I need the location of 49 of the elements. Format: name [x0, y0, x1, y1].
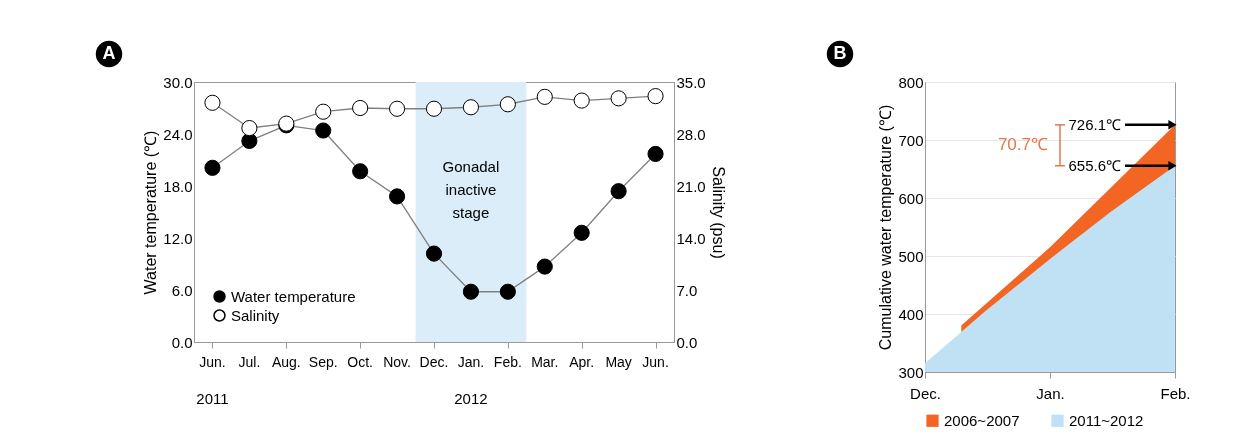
- y-tick-label: 500: [898, 247, 924, 265]
- x-tick-label: Nov.: [383, 354, 411, 370]
- y-tick-label: 12.0: [163, 229, 193, 247]
- x-tick-label: Jun.: [199, 354, 226, 370]
- annotation: 655.6℃: [1068, 156, 1121, 174]
- y-axis-title: Water temperature (℃): [142, 130, 160, 295]
- y2-tick-label: 28.0: [676, 125, 706, 143]
- y-tick-label: 0.0: [171, 333, 193, 351]
- x-tick-label: Jun.: [642, 354, 669, 370]
- x-tick-label: Dec.: [419, 354, 449, 370]
- chart-title: B: [833, 43, 847, 63]
- y-tick-label: 300: [898, 363, 924, 381]
- x-tick-label: Aug.: [271, 354, 301, 370]
- x-tick-label: Dec.: [910, 384, 941, 402]
- y-tick-label: 24.0: [163, 125, 193, 143]
- x-tick-label: Jan.: [457, 354, 485, 370]
- annotation: 70.7℃: [997, 135, 1048, 155]
- y2-tick-label: 14.0: [676, 229, 706, 247]
- text: 2011: [196, 390, 229, 407]
- y-tick-label: 700: [898, 131, 924, 149]
- x-tick-label: Apr.: [569, 354, 595, 370]
- y-tick-label: 6.0: [171, 281, 193, 299]
- y-axis-title: Cumulative water temperature (℃): [877, 104, 895, 351]
- y-tick-label: 30.0: [163, 73, 193, 91]
- legend-label: 2011~2012: [1069, 411, 1144, 429]
- legend-label: Water temperature: [231, 287, 356, 305]
- x-tick-label: May: [605, 354, 632, 370]
- x-tick-label: Jan.: [1036, 384, 1065, 402]
- y2-tick-label: 21.0: [676, 177, 706, 195]
- y-tick-label: 400: [898, 305, 924, 323]
- y-tick-label: 600: [898, 189, 924, 207]
- annotation: 726.1℃: [1068, 115, 1121, 133]
- y-tick-label: 800: [898, 73, 924, 91]
- x-tick-label: Sep.: [308, 354, 338, 370]
- x-tick-label: Oct.: [347, 354, 373, 370]
- x-tick-label: Mar.: [531, 354, 559, 370]
- text: 2012: [454, 390, 488, 407]
- y2-tick-label: 0.0: [676, 333, 698, 351]
- legend-label: Salinity: [231, 306, 280, 324]
- y2-tick-label: 35.0: [676, 73, 706, 91]
- legend-label: 2006~2007: [944, 411, 1020, 429]
- chart-title: A: [102, 43, 116, 63]
- x-tick-label: Jul.: [238, 354, 261, 370]
- y-tick-label: 18.0: [163, 177, 193, 195]
- x-tick-label: Feb.: [1160, 384, 1191, 402]
- band-label: Gonadal inactive stage: [442, 158, 500, 221]
- y2-tick-label: 7.0: [676, 281, 698, 299]
- x-tick-label: Feb.: [493, 354, 522, 370]
- y2-axis-title: Salinity (psu): [709, 166, 727, 259]
